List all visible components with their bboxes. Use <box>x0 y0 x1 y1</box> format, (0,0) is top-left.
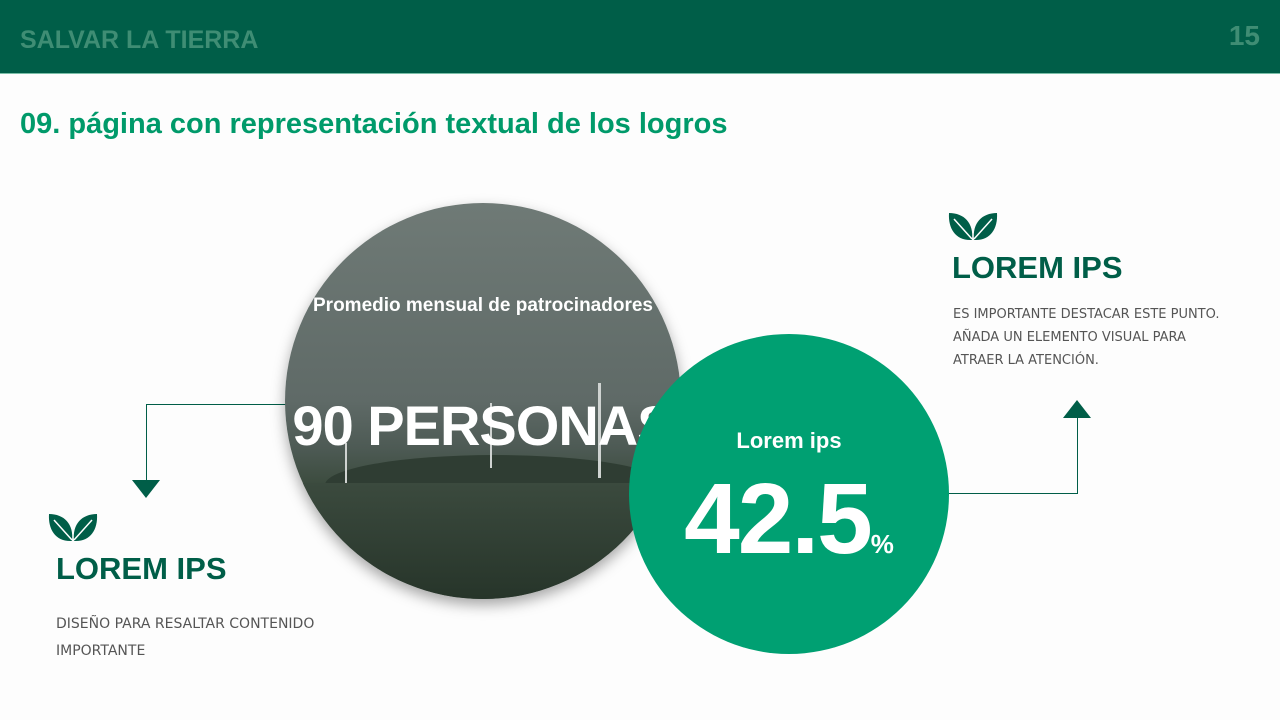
stat-value: 90 PERSONAS <box>292 394 674 457</box>
left-heading: LOREM IPS <box>56 551 227 586</box>
brand-title: SALVAR LA TIERRA <box>20 26 259 54</box>
desc-line: ATRAER LA ATENCIÓN. <box>953 353 1099 368</box>
right-description: ES IMPORTANTE DESTACAR ESTE PUNTO. AÑADA… <box>953 303 1219 372</box>
percent-label: Lorem ips <box>736 428 842 453</box>
connector-left-vertical <box>146 404 147 482</box>
stat-label: Promedio mensual de patrocinadores <box>313 295 653 316</box>
connector-right <box>940 493 1077 494</box>
page-title: 09. página con representación textual de… <box>20 108 728 140</box>
percent-unit: % <box>870 529 894 559</box>
desc-line: ES IMPORTANTE DESTACAR ESTE PUNTO. <box>953 307 1220 322</box>
wind-turbine-photo-circle: Promedio mensual de patrocinadores 90 PE… <box>285 203 681 599</box>
percent-number: 42.5 <box>684 463 873 575</box>
turbine <box>598 383 601 478</box>
turbine <box>490 403 492 468</box>
leaf-icon <box>48 514 98 542</box>
left-description: DISEÑO PARA RESALTAR CONTENIDO IMPORTANT… <box>56 611 314 665</box>
connector-right-vertical <box>1077 416 1078 494</box>
percentage-circle: Lorem ips 42.5% <box>629 334 949 654</box>
percent-value: 42.5% <box>629 462 949 577</box>
arrow-up-icon <box>1063 400 1091 418</box>
arrow-down-icon <box>132 480 160 498</box>
field <box>285 483 681 599</box>
right-heading: LOREM IPS <box>952 250 1123 285</box>
connector-left <box>146 404 286 405</box>
page-number: 15 <box>1228 20 1260 51</box>
desc-line: AÑADA UN ELEMENTO VISUAL PARA <box>953 330 1186 345</box>
desc-line: DISEÑO PARA RESALTAR CONTENIDO <box>56 616 315 632</box>
header-bar: SALVAR LA TIERRA 15 <box>0 0 1280 74</box>
turbine <box>345 443 347 483</box>
desc-line: IMPORTANTE <box>56 643 146 659</box>
leaf-icon <box>948 213 998 241</box>
